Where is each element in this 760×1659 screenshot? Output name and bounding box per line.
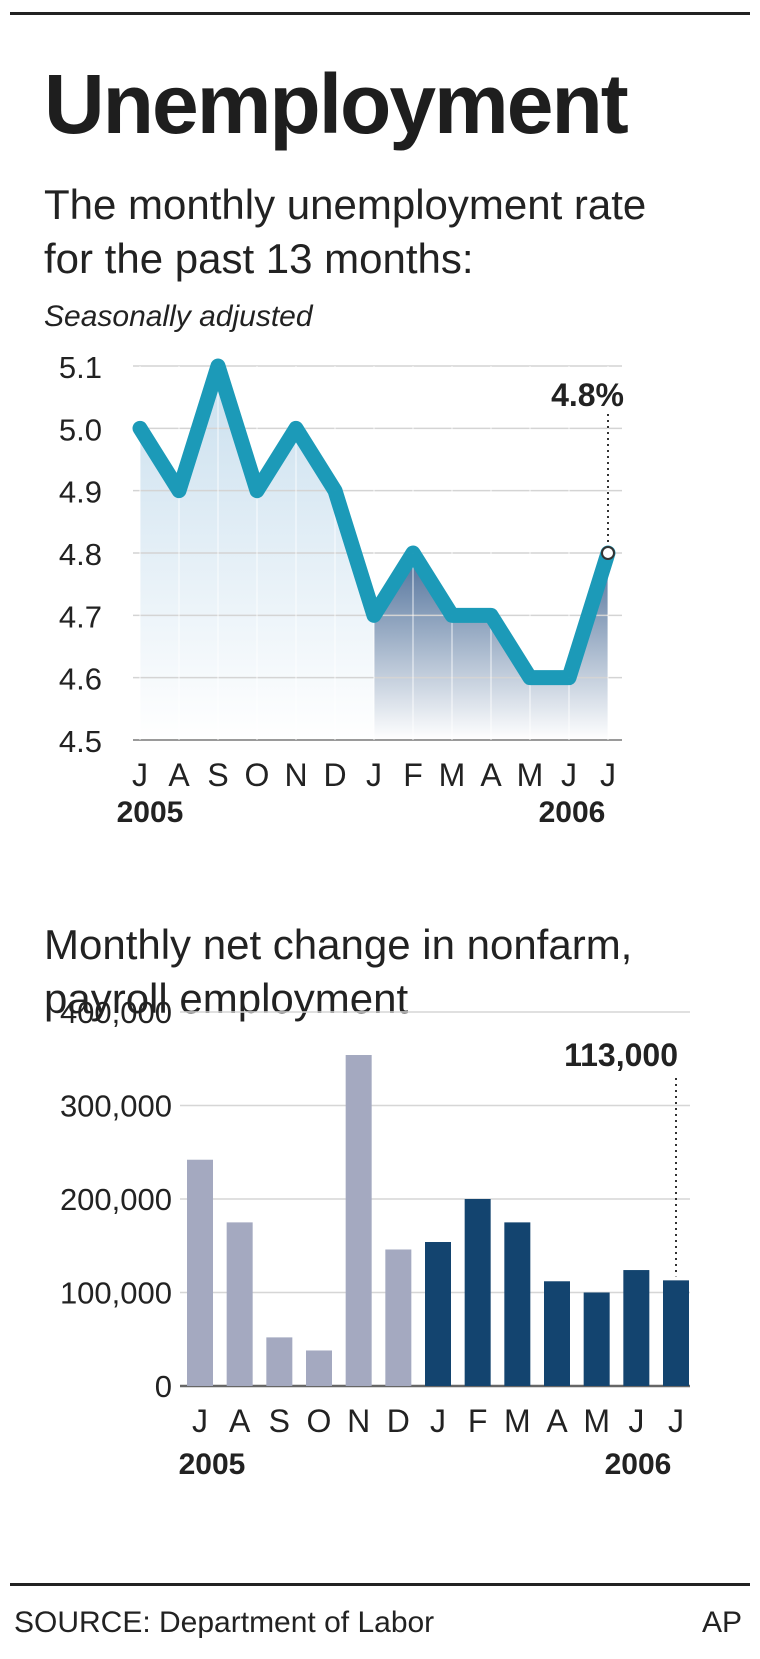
y-tick-label: 4.7	[59, 599, 102, 634]
x-tick-label: M	[504, 1403, 531, 1439]
y-tick-label: 0	[155, 1369, 172, 1404]
x-tick-label: A	[229, 1403, 251, 1439]
year-label-2005: 2005	[117, 796, 184, 829]
ap-credit: AP	[701, 1606, 742, 1639]
unemployment-line-chart: 4.54.64.74.84.95.05.14.8%J A S O N D J F M A M J J20…	[59, 350, 624, 829]
x-tick-label: S	[269, 1403, 290, 1439]
payroll-bar	[663, 1280, 689, 1386]
callout-label: 4.8%	[551, 377, 624, 413]
x-tick-label: M	[439, 757, 466, 793]
x-tick-label: O	[307, 1403, 332, 1439]
x-tick-label: D	[387, 1403, 410, 1439]
x-tick-label: S	[207, 757, 228, 793]
bottom-rule	[10, 1583, 750, 1586]
x-tick-label: J	[366, 757, 382, 793]
y-tick-label: 4.8	[59, 537, 102, 572]
x-tick-label: N	[347, 1403, 370, 1439]
y-tick-label: 5.0	[59, 412, 102, 447]
x-tick-label: F	[403, 757, 423, 793]
y-tick-label: 4.6	[59, 662, 102, 697]
x-tick-label: J	[192, 1403, 208, 1439]
payroll-bar	[187, 1159, 213, 1386]
x-tick-label: A	[168, 757, 190, 793]
payroll-bar	[345, 1055, 372, 1386]
y-tick-label: 4.5	[59, 724, 102, 759]
top-rule	[10, 12, 750, 15]
x-tick-label: A	[546, 1403, 568, 1439]
x-tick-label: J	[600, 757, 616, 793]
payroll-bar	[226, 1222, 253, 1386]
year-label-2006: 2006	[539, 796, 606, 829]
payroll-bar	[583, 1292, 610, 1386]
x-tick-label: D	[323, 757, 346, 793]
x-tick-label: J	[430, 1403, 446, 1439]
x-tick-label: M	[583, 1403, 610, 1439]
page-title: Unemployment	[44, 57, 629, 151]
x-tick-label: J	[561, 757, 577, 793]
bar-chart-title: Monthly net change in nonfarm, payroll e…	[44, 921, 633, 1022]
x-tick-label: J	[132, 757, 148, 793]
x-tick-label: M	[517, 757, 544, 793]
payroll-bar	[266, 1337, 293, 1386]
payroll-bar	[544, 1281, 570, 1386]
line-chart-subtitle: The monthly unemployment rate for the pa…	[44, 181, 647, 282]
y-tick-label: 100,000	[60, 1276, 172, 1311]
x-tick-label: F	[468, 1403, 488, 1439]
payroll-bar	[425, 1242, 451, 1386]
callout-label: 113,000	[564, 1037, 678, 1073]
x-tick-label: J	[628, 1403, 644, 1439]
y-tick-label: 4.9	[59, 475, 102, 510]
y-tick-label: 300,000	[60, 1089, 172, 1124]
x-tick-label: N	[284, 757, 307, 793]
data-point	[601, 546, 615, 560]
y-tick-label: 5.1	[59, 350, 102, 385]
payroll-bar	[464, 1199, 491, 1386]
year-label-2006: 2006	[605, 1448, 672, 1481]
x-tick-label: A	[480, 757, 502, 793]
payroll-bar	[623, 1270, 650, 1386]
x-tick-label: J	[668, 1403, 684, 1439]
y-tick-label: 200,000	[60, 1182, 172, 1217]
seasonal-note: Seasonally adjusted	[44, 300, 313, 333]
y-tick-label: 400,000	[60, 995, 172, 1030]
payroll-bar	[504, 1222, 531, 1386]
x-tick-label: O	[245, 757, 270, 793]
year-label-2005: 2005	[179, 1448, 246, 1481]
payroll-bar	[306, 1350, 332, 1386]
source-credit: SOURCE: Department of Labor	[14, 1606, 435, 1639]
payroll-bar	[385, 1249, 412, 1386]
